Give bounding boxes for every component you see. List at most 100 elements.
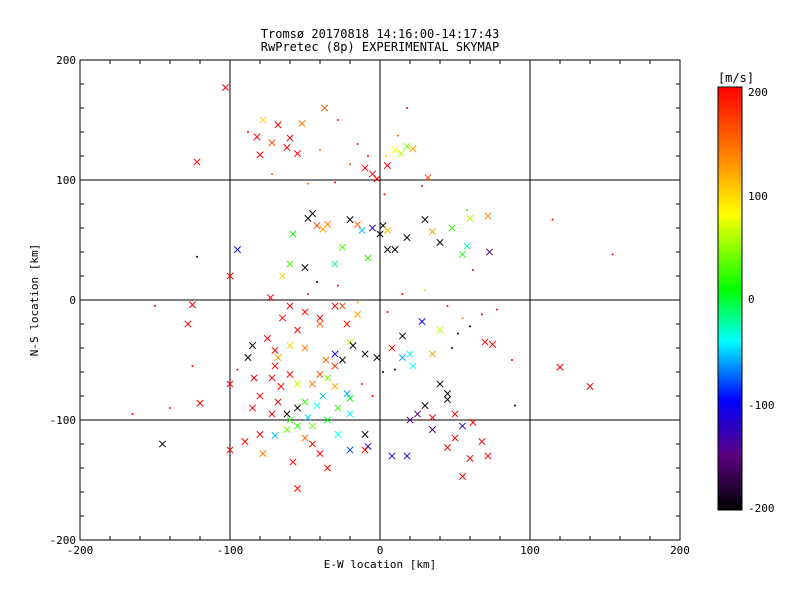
data-point-cross [406,416,414,424]
data-point-dot [472,269,474,271]
data-point-cross [346,410,354,418]
chart-subtitle: RwPretec (8p) EXPERIMENTAL SKYMAP [261,40,499,54]
data-point-cross [301,264,309,272]
data-point-cross [448,224,456,232]
data-point-cross [421,216,429,224]
data-point-cross [466,454,474,462]
data-point-cross [274,354,282,362]
data-point-cross [331,260,339,268]
data-point-cross [277,382,285,390]
data-point-cross [353,220,362,228]
data-point-cross [308,440,317,448]
data-point-cross [256,392,264,400]
data-point-cross [248,342,257,350]
grid-lines [80,60,680,540]
x-tick-label: -200 [67,544,94,557]
data-point-cross [293,150,302,158]
x-tick-label: 100 [520,544,540,557]
data-point-cross [259,450,267,458]
data-point-cross [424,174,432,182]
data-point-cross [484,212,492,220]
data-point-cross [338,302,347,310]
data-point-cross [286,370,294,378]
data-point-dot [386,311,389,313]
data-point-dot [496,308,498,311]
data-point-dot [271,173,273,175]
data-point-cross [286,260,294,268]
data-point-dot [511,359,513,361]
data-point-dot [611,253,614,256]
data-point-cross [286,342,294,350]
data-point-dot [371,395,374,397]
data-point-cross [308,210,317,218]
data-point-cross [248,404,257,412]
data-point-cross [286,134,294,142]
data-point-cross [413,410,422,418]
data-point-cross [244,354,252,362]
data-point-cross [428,228,437,236]
data-point-cross [403,234,411,242]
colorbar-tick-label: 0 [748,293,755,306]
data-point-cross [316,314,324,322]
data-point-cross [488,340,497,348]
data-point-cross [271,346,279,354]
data-point-cross [308,380,317,388]
data-point-cross [313,402,321,410]
colorbar-tick-label: 100 [748,190,768,203]
data-point-cross [368,224,377,232]
data-point-cross [334,430,342,438]
data-point-cross [316,450,324,458]
data-point-cross [391,246,399,254]
data-point-cross [485,248,494,256]
data-point-cross [316,370,324,378]
data-point-cross [451,410,459,418]
data-point-cross [556,363,564,371]
data-point-cross [289,458,297,466]
y-tick-label: 0 [69,294,76,307]
data-point-cross [398,332,407,340]
data-point-cross [364,254,372,262]
data-point-dot [457,332,459,335]
colorbar-tick-label: 200 [748,86,768,99]
data-point-dot [382,371,384,373]
colorbar [717,86,743,511]
data-point-cross [421,402,429,410]
data-point-cross [388,344,396,352]
data-point-cross [301,308,309,316]
data-point-cross [308,422,317,430]
colorbar-tick-label: -100 [748,399,775,412]
data-point-cross [469,418,477,426]
data-point-cross [331,382,339,390]
data-point-dot [316,281,318,283]
data-point-cross [184,320,192,328]
data-point-dot [514,404,516,407]
data-point-dot [481,313,483,316]
data-point-dot [154,305,156,307]
data-point-cross [226,446,234,454]
data-point-cross [428,426,437,434]
data-point-cross [319,392,327,400]
data-point-cross [250,374,258,382]
data-point-cross [293,422,302,430]
data-point-cross [478,438,486,446]
data-point-cross [271,432,279,440]
data-point-cross [383,246,392,254]
data-point-cross [283,410,291,418]
data-point-dot [191,365,194,367]
y-tick-label: 100 [56,174,76,187]
data-point-dot [307,182,309,185]
data-point-cross [221,84,230,92]
data-point-cross [286,416,294,424]
data-point-dot [367,155,369,157]
data-point-cross [458,472,467,480]
data-point-cross [391,146,399,154]
data-point-cross [316,320,324,328]
data-point-cross [268,374,276,382]
data-point-cross [409,145,417,153]
colorbar-label: [m/s] [718,71,754,85]
data-point-dot [247,131,249,133]
data-point-cross [373,354,381,362]
minor-ticks [79,59,681,541]
data-point-cross [266,294,275,302]
